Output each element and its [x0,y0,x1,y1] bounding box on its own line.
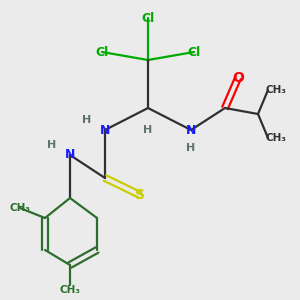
Text: Cl: Cl [95,46,109,59]
Text: N: N [100,124,110,136]
Text: N: N [186,124,196,136]
Text: Cl: Cl [188,46,201,59]
Text: O: O [232,71,244,85]
Text: S: S [135,188,145,202]
Text: CH₃: CH₃ [266,85,286,95]
Text: H: H [82,115,91,125]
Text: CH₃: CH₃ [266,133,286,143]
Text: CH₃: CH₃ [59,285,80,295]
Text: H: H [47,140,57,150]
Text: CH₃: CH₃ [10,203,31,213]
Text: H: H [143,125,153,135]
Text: Cl: Cl [141,11,154,25]
Text: H: H [186,143,196,153]
Text: N: N [65,148,75,161]
